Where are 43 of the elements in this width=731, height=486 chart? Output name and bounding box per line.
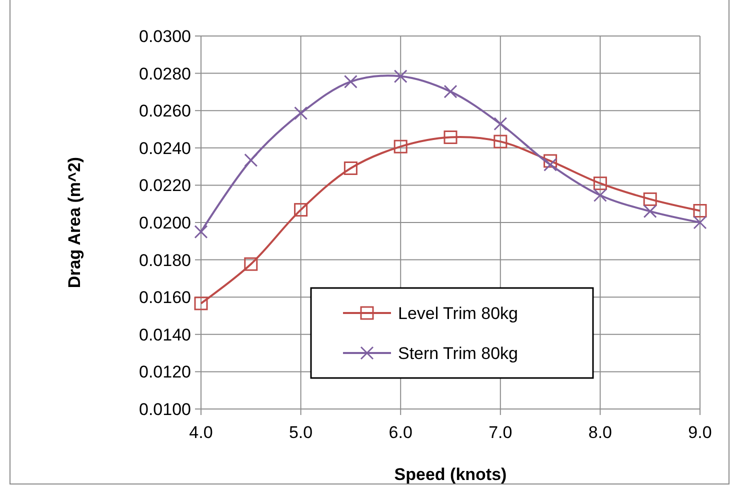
point [693,204,707,218]
y-tick-label: 0.0280 [139,64,191,84]
x-axis-title: Speed (knots) [394,465,507,484]
x-tick-label: 7.0 [488,423,512,442]
y-tick-label: 0.0100 [139,400,191,419]
y-tick-label: 0.0300 [139,26,191,46]
x-tick-label: 8.0 [588,423,612,442]
legend-label: Stern Trim 80kg [398,344,518,363]
y-tick-label: 0.0240 [139,138,191,158]
point [394,140,408,154]
point [593,176,607,190]
y-tick-label: 0.0260 [139,102,191,121]
point [643,204,657,218]
point [693,216,707,230]
point [244,257,258,271]
point [544,154,558,168]
x-tick-label: 9.0 [688,423,712,442]
point [244,153,258,167]
point [194,296,208,310]
legend-label: Level Trim 80kg [398,304,518,323]
point [294,203,308,217]
x-tick-label: 4.0 [189,423,213,442]
point [494,117,508,131]
y-tick-label: 0.0160 [139,288,191,308]
y-tick-label: 0.0120 [139,362,191,382]
point [444,130,458,144]
point [494,134,508,148]
x-tick-label: 5.0 [288,423,313,442]
point [344,161,358,175]
y-axis-title: Drag Area (m^2) [65,156,84,288]
point [544,158,558,172]
point [444,84,458,98]
point [194,225,208,239]
x-tick-label: 6.0 [388,423,412,442]
point [344,74,358,88]
y-tick-label: 0.0220 [139,176,191,196]
point [643,192,657,206]
point [394,70,408,84]
point [593,188,607,202]
point [294,106,308,120]
y-tick-label: 0.0140 [139,325,191,344]
y-tick-label: 0.0200 [139,213,191,232]
y-tick-label: 0.0180 [139,250,191,270]
